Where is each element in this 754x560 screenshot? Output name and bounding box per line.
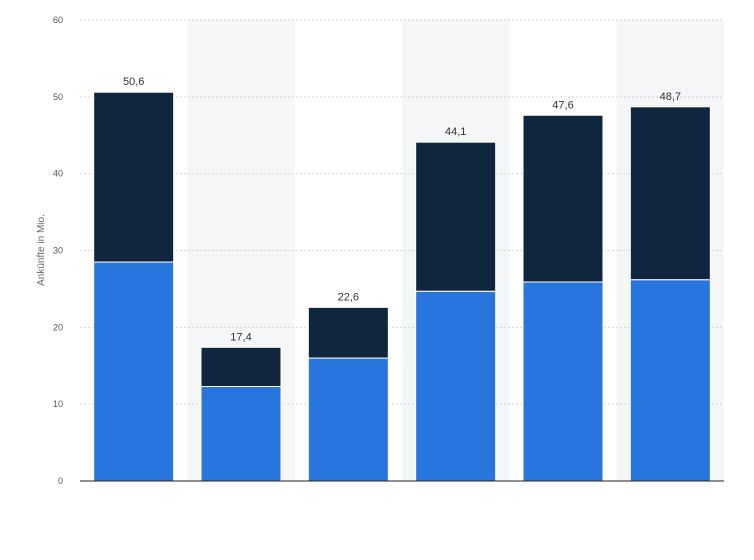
bar-segment-upper [200, 346, 282, 387]
value-labels: 50,6 17,4 22,6 44,1 47,6 48,7 [123, 76, 681, 343]
bar-total-label: 50,6 [123, 76, 144, 88]
gridlines [80, 19, 724, 405]
bar-segment-lower [522, 281, 604, 482]
bar-segment-lower [415, 290, 497, 482]
y-tick-label: 50 [53, 92, 63, 102]
bar-segment-upper [307, 306, 389, 359]
bar-total-label: 48,7 [660, 91, 681, 103]
bar-segment-lower [307, 357, 389, 482]
bar-segment-upper [93, 91, 175, 263]
bar-total-label: 44,1 [445, 126, 466, 138]
y-tick-label: 10 [53, 399, 63, 409]
bar-segment-upper [522, 114, 604, 283]
bar-segment-upper [415, 141, 497, 292]
bar-total-label: 22,6 [338, 291, 359, 303]
y-axis-ticks: 0 10 20 30 40 50 60 [53, 15, 63, 486]
y-tick-label: 30 [53, 246, 63, 256]
y-axis-title: Ankünfte in Mio. [36, 214, 47, 286]
y-tick-label: 0 [58, 476, 63, 486]
bar-segment-lower [93, 261, 175, 482]
y-tick-label: 20 [53, 322, 63, 332]
y-tick-label: 40 [53, 169, 63, 179]
bars [93, 91, 711, 482]
y-tick-label: 60 [53, 15, 63, 25]
bar-segment-lower [629, 279, 711, 482]
bar-total-label: 17,4 [230, 331, 251, 343]
bar-segment-upper [629, 106, 711, 281]
bar-total-label: 47,6 [552, 99, 573, 111]
bar-segment-lower [200, 385, 282, 482]
